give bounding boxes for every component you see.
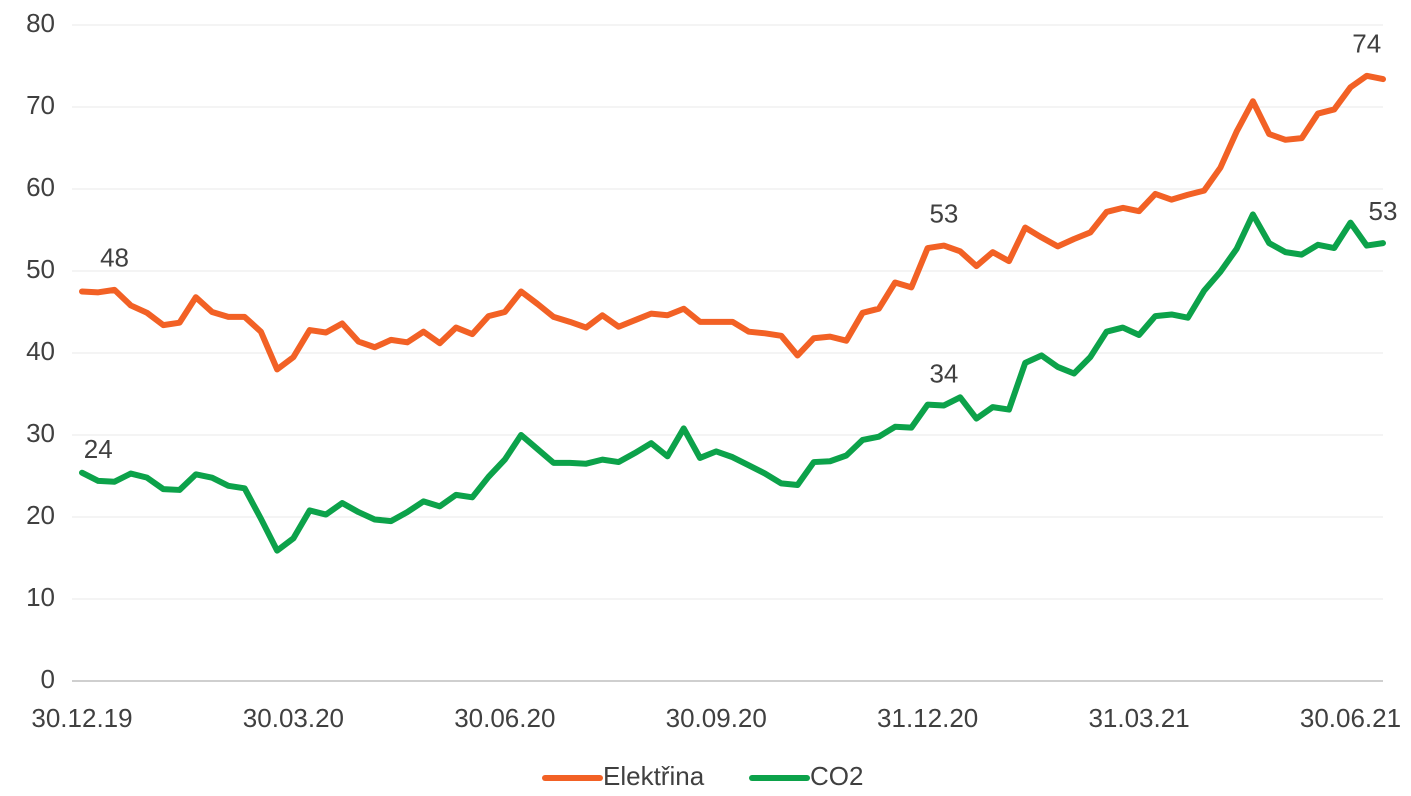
x-tick-label: 30.06.21 [1300, 703, 1401, 733]
y-tick-label: 0 [41, 664, 55, 694]
data-label: 24 [84, 434, 113, 464]
x-tick-label: 31.03.21 [1088, 703, 1189, 733]
line-series [79, 72, 1386, 373]
data-label: 53 [929, 198, 958, 228]
y-tick-label: 50 [26, 254, 55, 284]
y-tick-label: 30 [26, 418, 55, 448]
data-label: 53 [1369, 196, 1398, 226]
x-tick-label: 30.03.20 [243, 703, 344, 733]
y-tick-label: 10 [26, 582, 55, 612]
legend-label: CO2 [810, 761, 863, 791]
y-tick-label: 80 [26, 8, 55, 38]
legend-label: Elektřina [603, 761, 705, 791]
line-series [79, 211, 1386, 554]
x-tick-label: 30.12.19 [31, 703, 132, 733]
x-tick-label: 30.06.20 [454, 703, 555, 733]
y-tick-label: 40 [26, 336, 55, 366]
data-label: 74 [1352, 29, 1381, 59]
x-tick-label: 30.09.20 [666, 703, 767, 733]
y-tick-label: 20 [26, 500, 55, 530]
data-label: 48 [100, 243, 129, 273]
x-tick-label: 31.12.20 [877, 703, 978, 733]
data-label: 34 [929, 358, 958, 388]
y-tick-label: 60 [26, 172, 55, 202]
y-tick-label: 70 [26, 90, 55, 120]
